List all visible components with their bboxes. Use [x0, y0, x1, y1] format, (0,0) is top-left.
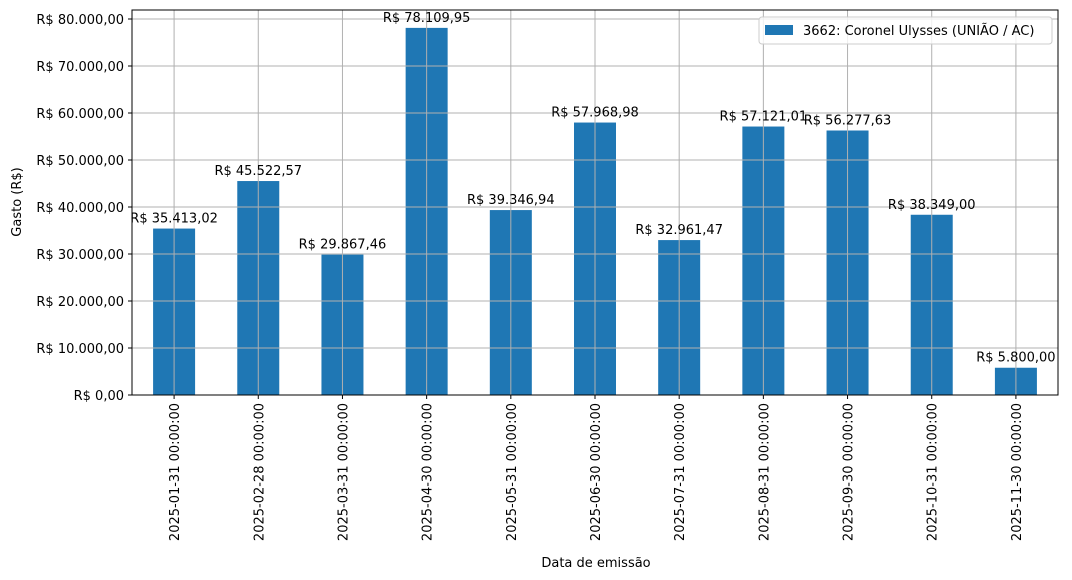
x-axis-label: Data de emissão [541, 556, 650, 571]
legend-swatch [765, 25, 793, 35]
x-tick-label: 2025-06-30 00:00:00 [589, 403, 604, 541]
legend: 3662: Coronel Ulysses (UNIÃO / AC) [758, 16, 1053, 45]
x-tick-label: 2025-01-31 00:00:00 [168, 403, 183, 541]
x-tick-label: 2025-08-31 00:00:00 [757, 403, 772, 541]
y-tick-label: R$ 10.000,00 [36, 342, 124, 357]
y-tick-label: R$ 80.000,00 [36, 13, 124, 28]
y-tick-label: R$ 50.000,00 [36, 154, 124, 169]
y-axis-ticks: R$ 0,00 R$ 10.000,00 R$ 20.000,00 R$ 30.000… [36, 13, 132, 404]
x-tick-label: 2025-10-31 00:00:00 [926, 403, 941, 541]
x-tick-label: 2025-07-31 00:00:00 [673, 403, 688, 541]
x-tick-label: 2025-03-31 00:00:00 [336, 403, 351, 541]
y-tick-label: R$ 60.000,00 [36, 107, 124, 122]
y-tick-label: R$ 70.000,00 [36, 60, 124, 75]
x-tick-label: 2025-05-31 00:00:00 [505, 403, 520, 541]
legend-label: 3662: Coronel Ulysses (UNIÃO / AC) [803, 23, 1034, 39]
bar-value-label: R$ 32.961,47 [635, 223, 723, 238]
y-tick-label: R$ 30.000,00 [36, 248, 124, 263]
x-tick-label: 2025-09-30 00:00:00 [842, 403, 857, 541]
bar-value-label: R$ 38.349,00 [888, 198, 976, 213]
bar-value-label: R$ 29.867,46 [299, 238, 387, 253]
y-tick-label: R$ 0,00 [74, 389, 124, 404]
bar-value-label: R$ 39.346,94 [467, 193, 555, 208]
bar-value-labels: R$ 35.413,02 R$ 45.522,57 R$ 29.867,46 R$ 7… [130, 11, 1055, 366]
bar-value-label: R$ 45.522,57 [214, 164, 302, 179]
bar-value-label: R$ 5.800,00 [976, 351, 1055, 366]
bar-value-label: R$ 35.413,02 [130, 212, 218, 227]
x-tick-label: 2025-11-30 00:00:00 [1010, 403, 1025, 541]
y-tick-label: R$ 40.000,00 [36, 201, 124, 216]
y-axis-label: Gasto (R$) [10, 167, 25, 236]
bar-value-label: R$ 57.968,98 [551, 106, 639, 121]
bar-value-label: R$ 57.121,01 [720, 110, 808, 125]
x-tick-label: 2025-02-28 00:00:00 [252, 403, 267, 541]
x-tick-label: 2025-04-30 00:00:00 [421, 403, 436, 541]
x-axis-ticks: 2025-01-31 00:00:00 2025-02-28 00:00:00 20… [168, 395, 1025, 541]
legend-box [758, 16, 1053, 45]
bar-value-label: R$ 56.277,63 [804, 113, 892, 128]
y-tick-label: R$ 20.000,00 [36, 295, 124, 310]
bar-value-label: R$ 78.109,95 [383, 11, 471, 26]
